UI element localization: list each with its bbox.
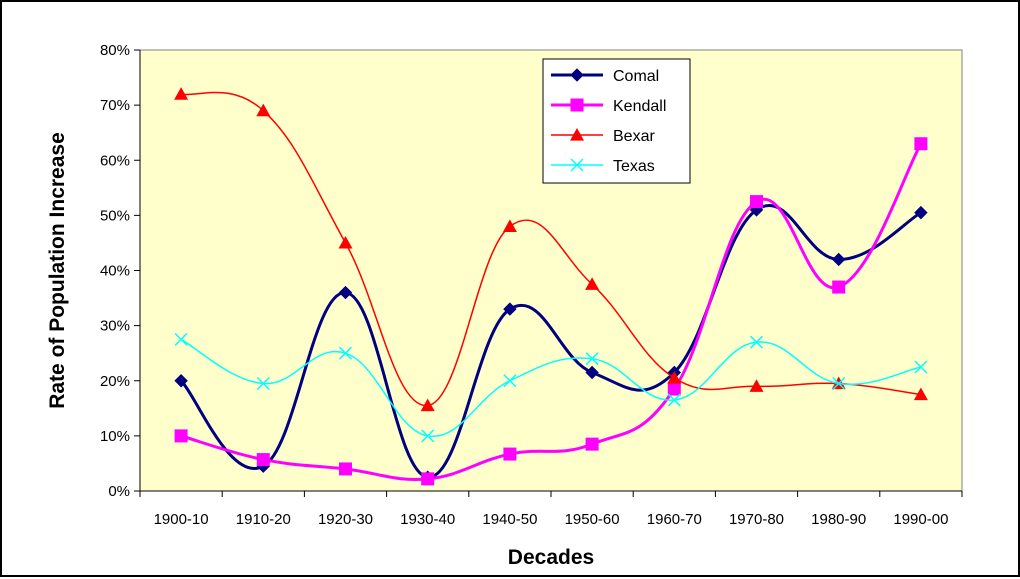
legend: Comal Kendall Bexar Texas — [542, 58, 691, 184]
data-point-kendall — [421, 472, 435, 486]
legend-item-kendall: Kendall — [551, 98, 666, 115]
y-tick-label: 80% — [100, 42, 130, 59]
data-point-comal — [174, 374, 188, 388]
series-layer — [174, 87, 928, 486]
legend-label-comal: Comal — [613, 68, 659, 85]
series-kendall — [174, 137, 928, 486]
data-point-texas — [585, 352, 599, 366]
x-tick-label: 1980-90 — [811, 511, 866, 528]
data-point-bexar — [502, 219, 517, 232]
legend-label-bexar: Bexar — [613, 128, 655, 145]
data-point-kendall — [174, 429, 188, 443]
x-tick-label: 1910-20 — [236, 511, 291, 528]
legend-marker-kendall — [570, 98, 584, 112]
y-axis-title: Rate of Population Increase — [46, 132, 69, 409]
x-tick-label: 1930-40 — [400, 511, 455, 528]
series-texas — [174, 332, 928, 443]
legend-item-bexar: Bexar — [551, 128, 655, 145]
x-tick-label: 1920-30 — [318, 511, 373, 528]
data-point-texas — [749, 335, 764, 349]
data-point-texas — [914, 360, 928, 374]
data-point-bexar — [585, 277, 600, 290]
data-point-bexar — [338, 235, 353, 249]
data-point-kendall — [832, 280, 846, 294]
x-axis: 1900-10 1910-20 1920-30 1930-40 1940-50 1950-… — [139, 490, 963, 528]
legend-marker-bexar — [570, 128, 584, 141]
data-point-bexar — [256, 103, 271, 117]
data-point-comal — [503, 302, 517, 316]
data-point-kendall — [750, 195, 763, 209]
legend-label-texas: Texas — [613, 158, 655, 175]
y-tick-label: 20% — [100, 373, 130, 390]
data-point-texas — [667, 393, 681, 407]
data-point-bexar — [420, 398, 435, 412]
data-point-kendall — [339, 462, 352, 476]
data-point-texas — [832, 376, 846, 391]
data-point-texas — [421, 429, 435, 443]
y-tick-label: 50% — [100, 207, 130, 224]
y-tick-label: 30% — [100, 318, 130, 335]
y-axis: 0% 10% 20% 30% 40% 50% 60% 70% 80% — [100, 42, 141, 500]
data-point-comal — [914, 205, 928, 220]
legend-box — [542, 58, 691, 184]
data-point-comal — [585, 365, 599, 380]
x-axis-title: Decades — [508, 546, 594, 569]
y-tick-label: 10% — [100, 428, 130, 445]
legend-label-kendall: Kendall — [613, 98, 666, 115]
x-tick-label: 1940-50 — [482, 511, 537, 528]
data-point-kendall — [256, 453, 270, 467]
data-point-texas — [256, 376, 270, 391]
x-tick-label: 1900-10 — [154, 511, 209, 528]
y-tick-label: 70% — [100, 97, 130, 114]
y-tick-label: 0% — [108, 483, 130, 500]
x-tick-label: 1960-70 — [647, 511, 702, 528]
data-point-kendall — [503, 447, 517, 461]
data-point-texas — [338, 346, 353, 360]
legend-marker-texas — [570, 158, 584, 172]
x-tick-label: 1990-00 — [893, 511, 948, 528]
data-point-bexar — [667, 370, 682, 384]
data-point-comal — [831, 252, 846, 267]
y-tick-label: 40% — [100, 263, 130, 280]
x-tick-label: 1970-80 — [729, 511, 784, 528]
data-point-texas — [174, 332, 188, 346]
legend-marker-comal — [570, 68, 584, 82]
legend-item-texas: Texas — [551, 158, 655, 175]
data-point-bexar — [174, 87, 189, 100]
series-line-texas — [180, 338, 922, 437]
data-point-texas — [503, 374, 517, 388]
y-tick-label: 60% — [100, 152, 130, 169]
x-tick-label: 1950-60 — [565, 511, 620, 528]
data-point-kendall — [667, 382, 681, 396]
data-point-comal — [338, 285, 353, 300]
data-point-bexar — [913, 387, 928, 401]
data-point-kendall — [585, 437, 599, 451]
series-bexar — [174, 87, 928, 412]
data-point-kendall — [914, 137, 928, 151]
data-point-bexar — [749, 379, 764, 392]
legend-item-comal: Comal — [551, 68, 659, 85]
